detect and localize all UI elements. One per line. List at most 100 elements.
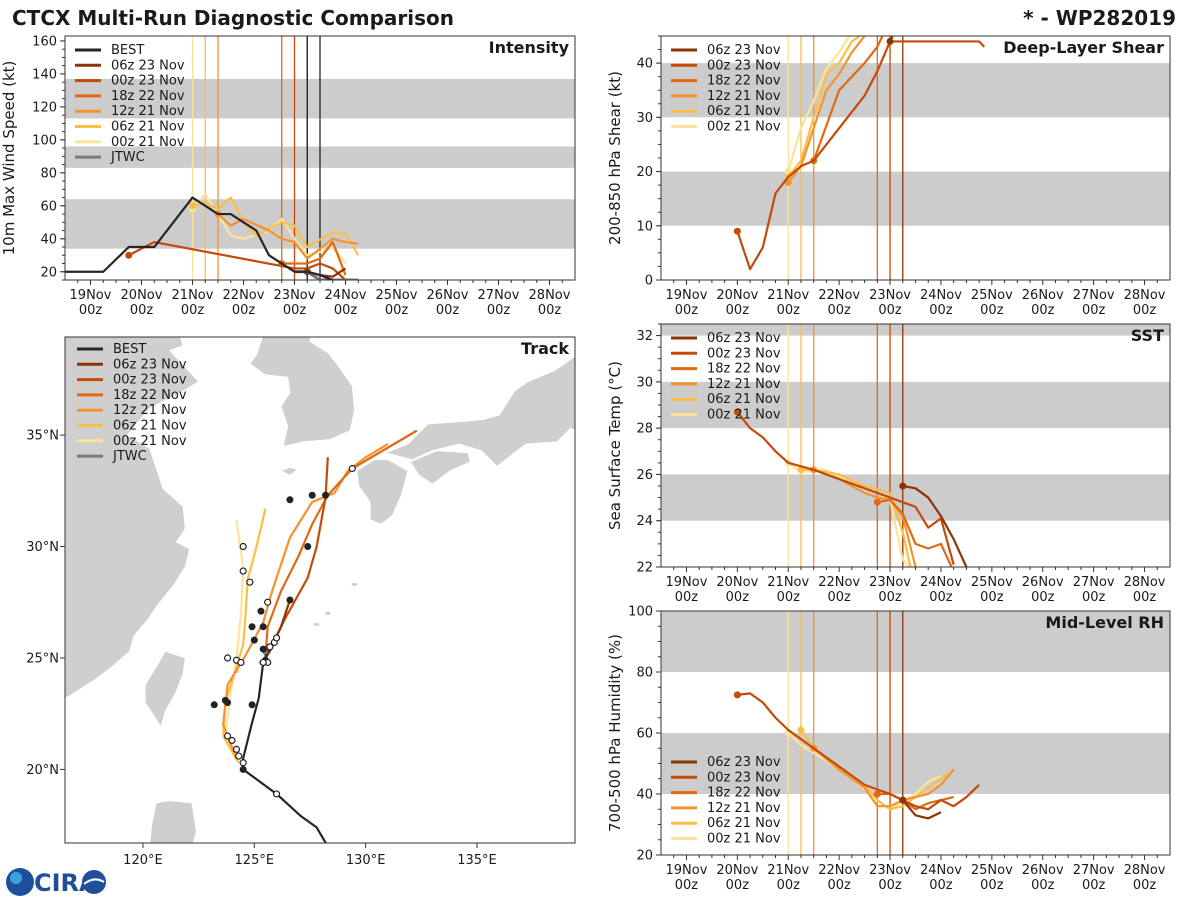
track-position-marker xyxy=(223,654,232,662)
intensity-xtick-hour: 00z xyxy=(334,303,358,318)
track-xtick-label: 125°E xyxy=(235,853,275,868)
shear-ytick-label: 20 xyxy=(636,165,653,180)
island xyxy=(351,582,358,587)
track-plot-area xyxy=(65,337,575,843)
intensity-run-line xyxy=(281,240,347,276)
sst-xtick-day: 23Nov xyxy=(869,575,911,590)
intensity-run-marker xyxy=(189,202,196,210)
shear-plot-area xyxy=(661,36,1170,280)
rh-legend-label: 18z 22 Nov xyxy=(707,786,781,801)
shear-run-marker xyxy=(886,37,894,45)
track-position-marker xyxy=(304,543,312,551)
rh-xtick-hour: 00z xyxy=(726,878,750,893)
rh-xtick-hour: 00z xyxy=(1082,878,1106,893)
best-position-marker xyxy=(266,643,274,651)
sst-xtick-hour: 00z xyxy=(1082,590,1106,605)
sst-xtick-day: 22Nov xyxy=(818,575,860,590)
rh-legend-label: 12z 21 Nov xyxy=(707,801,781,816)
track-position-marker xyxy=(286,596,294,604)
rh-xtick-hour: 00z xyxy=(1031,878,1055,893)
sst-xtick-day: 19Nov xyxy=(665,575,707,590)
intensity-ytick-label: 140 xyxy=(32,67,57,82)
track-legend-label: 00z 23 Nov xyxy=(113,373,187,388)
shear-xtick-day: 23Nov xyxy=(869,288,911,303)
jeju-land xyxy=(280,466,299,476)
shear-xtick-day: 26Nov xyxy=(1022,288,1064,303)
track-ytick-label: 30°N xyxy=(26,540,59,555)
sst-xtick-day: 24Nov xyxy=(920,575,962,590)
rh-xtick-day: 23Nov xyxy=(869,863,911,878)
sst-run-line xyxy=(902,484,968,567)
shear-xtick-hour: 00z xyxy=(980,303,1004,318)
best-position-marker xyxy=(239,765,247,773)
track-position-marker xyxy=(348,464,356,473)
sst-xtick-day: 26Nov xyxy=(1022,575,1064,590)
sst-band xyxy=(661,474,1170,521)
shear-xtick-hour: 00z xyxy=(878,303,902,318)
rh-run-marker xyxy=(899,796,907,804)
intensity-legend-label: 00z 23 Nov xyxy=(111,74,185,89)
sst-ytick-label: 32 xyxy=(636,329,653,344)
intensity-run-line xyxy=(217,213,359,260)
rh-run-line xyxy=(812,747,955,808)
rh-legend-label: 06z 23 Nov xyxy=(707,755,781,770)
intensity-xtick-hour: 00z xyxy=(181,303,205,318)
track-run-line xyxy=(264,429,418,656)
kyushu-land xyxy=(356,459,409,525)
intensity-xtick-hour: 00z xyxy=(283,303,307,318)
best-position-marker xyxy=(272,634,281,642)
sst-title: SST xyxy=(1131,326,1164,345)
sst-run-marker xyxy=(733,408,741,416)
track-legend-label: JTWC xyxy=(112,449,147,464)
track-position-marker xyxy=(246,578,254,586)
intensity-xtick-day: 22Nov xyxy=(223,288,265,303)
track-position-marker xyxy=(224,699,232,707)
intensity-xtick-hour: 00z xyxy=(436,303,460,318)
rh-band xyxy=(661,611,1170,672)
sst-xtick-hour: 00z xyxy=(777,590,801,605)
rh-xtick-day: 25Nov xyxy=(971,863,1013,878)
intensity-xtick-day: 28Nov xyxy=(529,288,571,303)
track-legend-label: BEST xyxy=(113,342,146,357)
sst-xtick-hour: 00z xyxy=(827,590,851,605)
track-panel: 120°E 125°E 130°E 135°E 20°N 25°N 30°N 35°N Trac… xyxy=(26,336,576,868)
storm-id: * - WP282019 xyxy=(1023,6,1176,30)
honshu-land xyxy=(384,355,575,467)
shear-xtick-day: 20Nov xyxy=(716,288,758,303)
shear-title: Deep-Layer Shear xyxy=(1003,38,1164,57)
sst-run-marker xyxy=(797,466,805,474)
sst-xtick-day: 28Nov xyxy=(1124,575,1166,590)
rh-ytick-label: 60 xyxy=(636,727,653,742)
rh-legend-label: 00z 23 Nov xyxy=(707,770,781,785)
satellite-icon xyxy=(82,870,106,894)
sst-xtick-day: 21Nov xyxy=(767,575,809,590)
intensity-run-marker xyxy=(125,251,133,259)
shear-xtick-hour: 00z xyxy=(827,303,851,318)
rh-ytick-label: 20 xyxy=(636,849,653,864)
intensity-xtick-hour: 00z xyxy=(487,303,511,318)
figure-title: CTCX Multi-Run Diagnostic Comparison xyxy=(12,6,454,30)
sst-legend-label: 18z 22 Nov xyxy=(707,362,781,377)
intensity-ytick-label: 40 xyxy=(40,232,57,247)
intensity-xtick-hour: 00z xyxy=(79,303,103,318)
shear-xtick-day: 22Nov xyxy=(818,288,860,303)
shear-xtick-hour: 00z xyxy=(675,303,699,318)
sst-xtick-hour: 00z xyxy=(1031,590,1055,605)
rh-xtick-day: 28Nov xyxy=(1124,863,1166,878)
sst-xtick-day: 20Nov xyxy=(716,575,758,590)
island xyxy=(324,611,331,616)
shear-xtick-hour: 00z xyxy=(726,303,750,318)
intensity-xtick-hour: 00z xyxy=(130,303,154,318)
track-position-marker xyxy=(308,491,316,499)
sst-xtick-day: 27Nov xyxy=(1073,575,1115,590)
rh-xtick-hour: 00z xyxy=(827,878,851,893)
intensity-ylabel: 10m Max Wind Speed (kt) xyxy=(0,61,18,256)
track-legend-label: 06z 21 Nov xyxy=(113,419,187,434)
korea-land xyxy=(249,337,355,447)
sst-ytick-label: 24 xyxy=(636,514,653,529)
sst-plot-area xyxy=(661,324,1170,567)
shear-xtick-day: 28Nov xyxy=(1124,288,1166,303)
track-xtick-label: 130°E xyxy=(346,853,386,868)
track-xtick-label: 120°E xyxy=(123,853,163,868)
track-legend-label: 06z 23 Nov xyxy=(113,357,187,372)
